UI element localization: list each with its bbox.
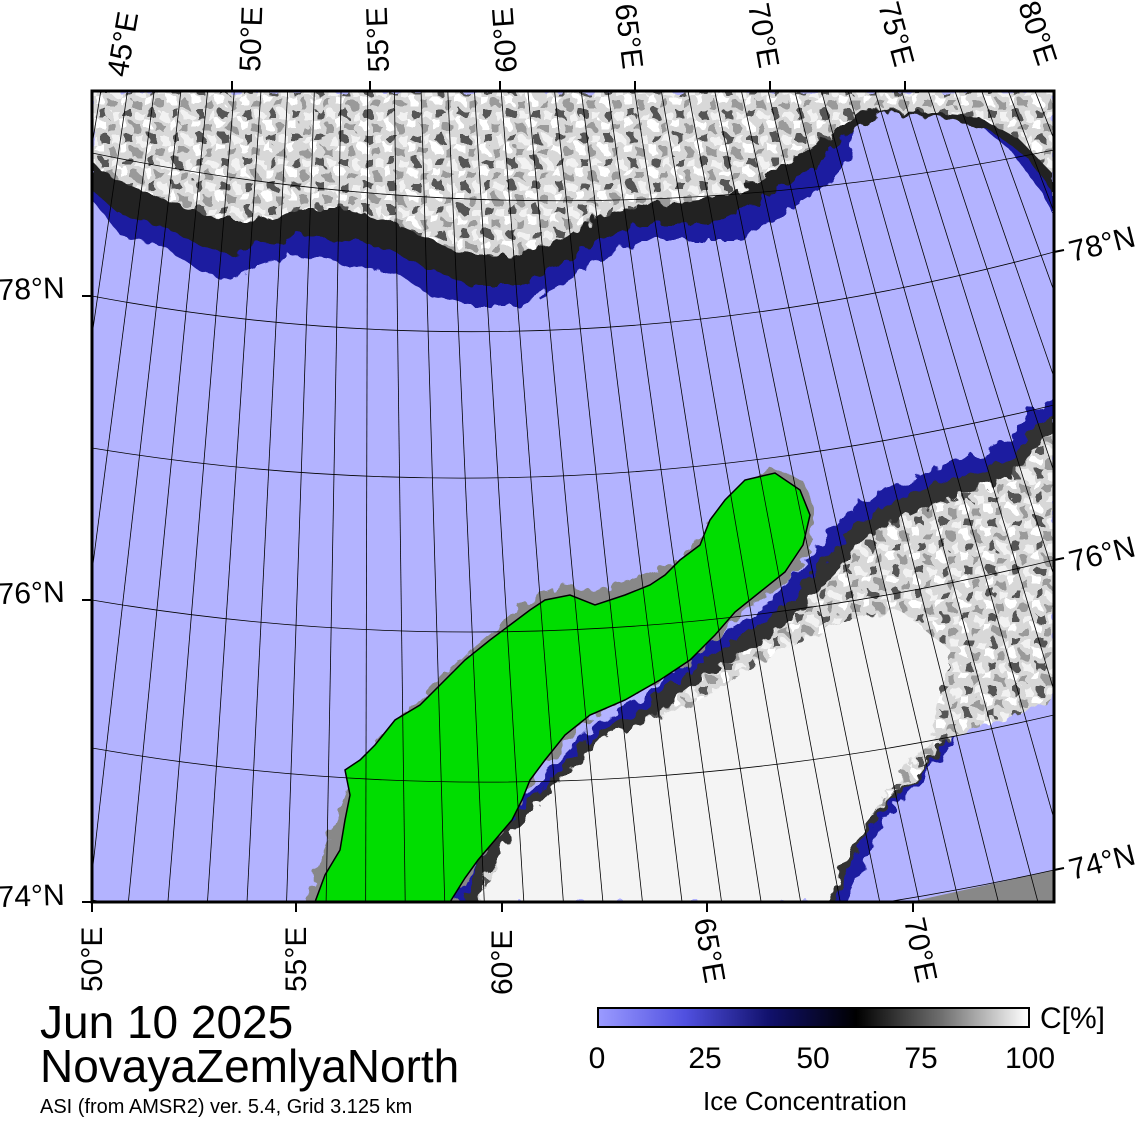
meridian-line [554,91,643,902]
bottom-lon-label: 70°E [897,915,943,986]
meridian-line [901,91,1054,578]
meridian-line [821,91,1039,902]
meridian-line [92,91,128,339]
left-lat-label: 74°N [0,879,65,914]
right-lat-label: 76°N [1066,531,1139,579]
left-lat-label: 76°N [0,576,65,611]
product-info-text: ASI (from AMSR2) ver. 5.4, Grid 3.125 km [40,1096,413,1118]
map-date-title: Jun 10 2025 [40,996,294,1048]
bottom-lon-label: 50°E [76,927,109,992]
meridian-line [794,91,999,902]
bottom-longitude-labels: 50°E 55°E 60°E 65°E 70°E [76,915,943,995]
colorbar-gradient [597,1007,1030,1028]
land-mass [314,472,811,902]
map-frame [90,89,1056,904]
meridian-lines [0,60,1054,1000]
top-lon-label: 55°E [361,6,396,73]
left-lat-label: 78°N [0,272,65,307]
bottom-lon-label: 55°E [280,927,313,992]
bottom-lon-label: 60°E [486,930,519,995]
top-longitude-labels: 45°E 50°E 55°E 60°E 65°E 70°E 75°E 80°E [101,0,1063,79]
top-lon-label: 45°E [101,9,145,79]
meridian-line [447,91,485,902]
colorbar-title: Ice Concentration [703,1086,907,1116]
meridian-line [607,91,722,902]
meridian-line [874,91,1054,693]
colorbar-tick-label: 0 [588,1042,606,1075]
meridian-line [365,91,369,902]
meridian-line [660,91,802,902]
novaya-zemlya-land [305,468,815,902]
colorbar-tick-label: 75 [904,1042,938,1075]
meridian-line [0,60,27,1000]
meridian-line [527,91,604,902]
top-lon-label: 75°E [871,0,920,70]
meridian-line [580,91,683,902]
top-lon-label: 50°E [234,6,269,73]
right-lat-label: 78°N [1066,221,1139,269]
meridian-line [394,91,406,902]
region-name-title: NovayaZemlyaNorth [40,1040,460,1092]
meridian-line [92,91,182,878]
meridian-line [847,91,1054,821]
northern-pack-ice [92,91,1054,305]
colorbar-tick-label: 100 [1004,1042,1056,1075]
meridian-line [954,91,1054,379]
meridian-line [420,91,446,902]
meridian-line [0,60,1,1000]
top-lon-label: 80°E [1011,0,1063,69]
right-lat-label: 74°N [1066,839,1139,887]
meridian-line [474,91,525,902]
colorbar-tick-label: 50 [796,1042,830,1075]
top-lon-label: 70°E [741,0,785,70]
meridian-line [92,91,155,575]
meridian-line [167,91,235,902]
meridian-line [714,91,881,902]
top-lon-label: 60°E [487,6,524,74]
meridian-line [740,91,920,902]
top-lon-label: 65°E [608,2,649,71]
bottom-lon-label: 65°E [687,915,731,985]
parallel-74n [92,714,1054,783]
meridian-line [246,91,289,902]
parallel-76n [92,404,1054,479]
meridian-line [92,91,102,149]
meridian-line [981,91,1054,293]
meridian-line [927,91,1054,473]
frame-ticks [82,81,1065,912]
meridian-line [500,91,564,902]
meridian-line [127,91,208,902]
meridian-line [207,91,262,902]
meridian-line [0,60,53,1000]
meridian-line [0,60,80,1000]
colorbar-tick-label: 25 [688,1042,722,1075]
parallel-73n [92,869,1054,902]
meridian-line [687,91,841,902]
parallel-77n [92,251,1054,333]
meridian-line [286,91,315,902]
colorbar-unit-label: C[%] [1040,1002,1106,1035]
meridian-line [767,91,960,902]
parallel-75n [92,559,1054,633]
meridian-line [325,91,342,902]
meridian-line [634,91,762,902]
